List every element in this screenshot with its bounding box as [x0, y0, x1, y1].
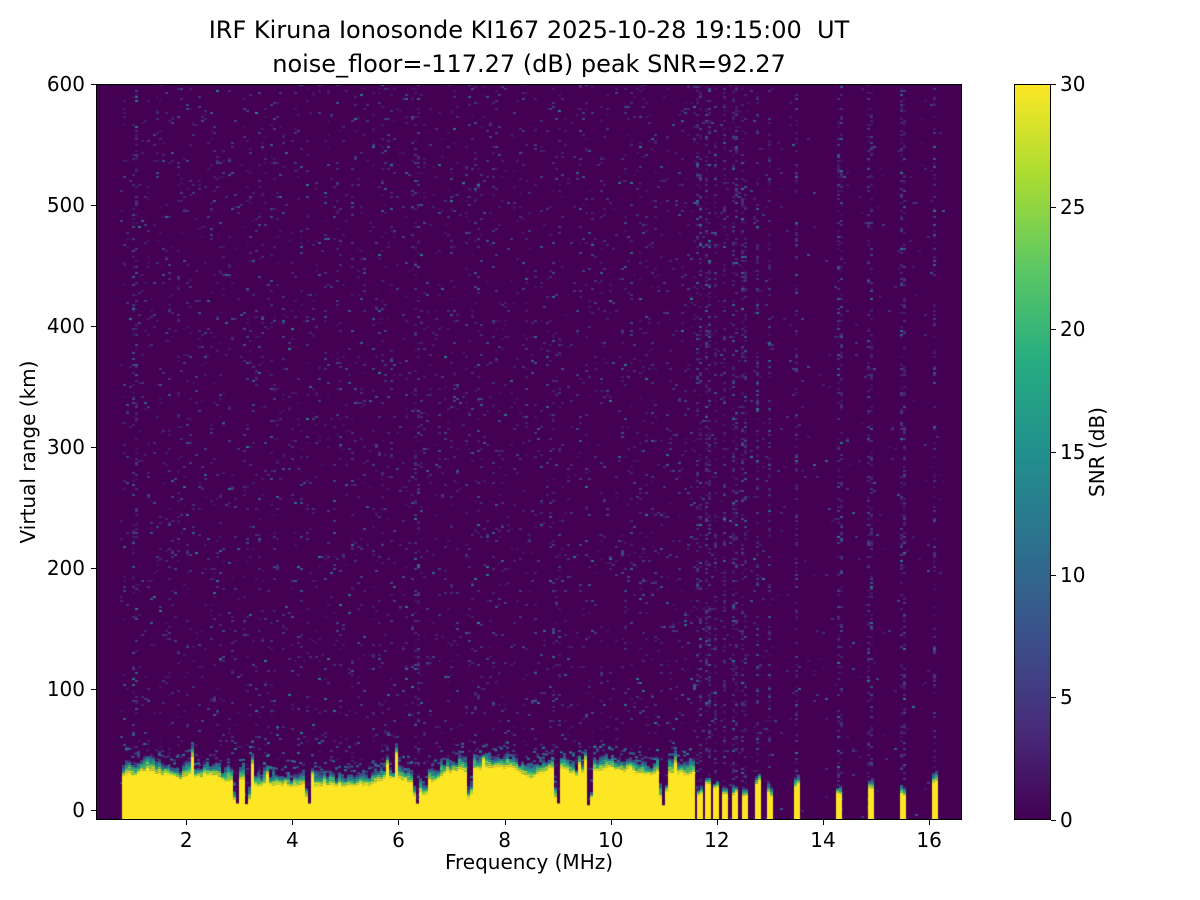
x-tick-mark [292, 820, 294, 825]
y-tick-mark [91, 568, 96, 570]
y-tick-label: 400 [46, 314, 85, 339]
colorbar-tick-label: 0 [1060, 808, 1073, 832]
x-tick-label: 4 [285, 828, 299, 852]
y-tick-mark [91, 689, 96, 691]
colorbar-tick-mark [1051, 697, 1056, 699]
colorbar-canvas [1014, 84, 1051, 820]
x-tick-mark [822, 820, 824, 825]
colorbar-tick-mark [1051, 206, 1056, 208]
chart-title: IRF Kiruna Ionosonde KI167 2025-10-28 19… [208, 16, 850, 44]
x-axis-label: Frequency (MHz) [444, 850, 614, 874]
y-tick-label: 500 [46, 193, 85, 218]
y-tick-label: 200 [46, 556, 85, 581]
colorbar-tick-mark [1051, 329, 1056, 331]
x-tick-mark [504, 820, 506, 825]
y-tick-label: 100 [46, 677, 85, 702]
x-tick-label: 6 [392, 828, 405, 852]
x-tick-label: 12 [704, 828, 730, 852]
x-tick-label: 14 [810, 828, 836, 852]
colorbar-tick-mark [1051, 574, 1056, 576]
x-tick-label: 16 [916, 828, 942, 852]
y-tick-mark [91, 326, 96, 328]
heatmap-canvas [96, 84, 962, 820]
y-tick-mark [91, 447, 96, 449]
x-tick-label: 2 [179, 828, 193, 852]
y-axis-label: Virtual range (km) [16, 360, 40, 544]
x-tick-label: 10 [597, 828, 624, 852]
chart-subtitle: noise_floor=-117.27 (dB) peak SNR=92.27 [272, 50, 786, 78]
y-tick-label: 600 [46, 72, 85, 96]
colorbar-tick-mark [1051, 820, 1056, 821]
colorbar-tick-label: 5 [1060, 685, 1073, 710]
colorbar-tick-mark [1051, 452, 1056, 453]
y-tick-mark [91, 84, 96, 85]
colorbar-tick-label: 20 [1060, 317, 1086, 342]
y-tick-mark [91, 810, 96, 812]
y-tick-label: 300 [46, 435, 85, 460]
y-tick-mark [91, 205, 96, 207]
x-tick-mark [186, 820, 188, 825]
x-tick-label: 8 [498, 828, 511, 852]
colorbar-label: SNR (dB) [1085, 407, 1109, 497]
colorbar-tick-label: 25 [1060, 194, 1086, 219]
colorbar-tick-mark [1051, 84, 1056, 85]
x-tick-mark [929, 820, 931, 825]
x-tick-mark [610, 820, 612, 825]
x-tick-mark [716, 820, 718, 825]
colorbar-tick-label: 10 [1060, 562, 1086, 587]
colorbar-tick-label: 30 [1060, 72, 1086, 96]
y-tick-label: 0 [72, 798, 85, 823]
colorbar-tick-label: 15 [1060, 440, 1086, 464]
x-tick-mark [398, 820, 400, 825]
